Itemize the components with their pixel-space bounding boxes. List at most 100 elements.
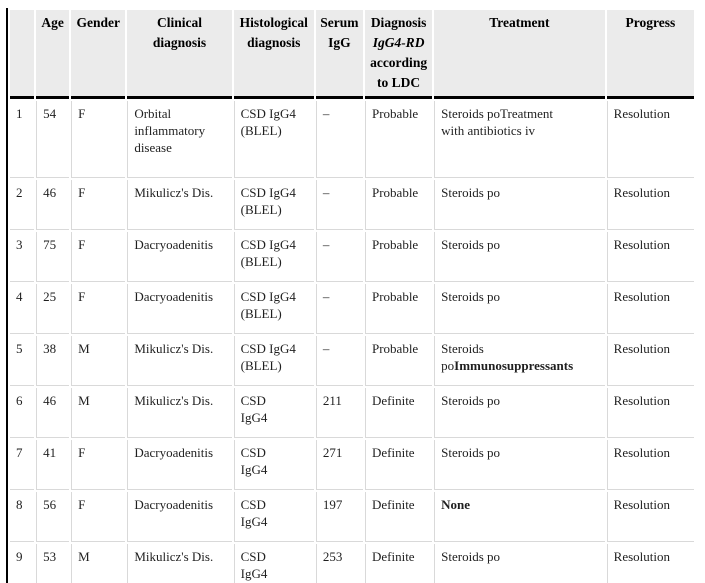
table-row: 7 41 F Dacryoadenitis CSD IgG4 271 Definite Ste… (10, 440, 694, 490)
cell-clinical: Dacryoadenitis (127, 492, 232, 542)
treatment-segment: Steroids po (441, 445, 501, 460)
cell-num: 3 (10, 232, 35, 282)
cell-serum: – (315, 180, 363, 230)
cell-gender: F (71, 180, 126, 230)
cell-serum: 211 (315, 388, 363, 438)
cell-gender: F (71, 284, 126, 334)
table-row: 6 46 M Mikulicz's Dis. CSD IgG4 211 Definite St… (10, 388, 694, 438)
cell-progress: Resolution (606, 101, 694, 178)
cell-histological: CSD IgG4 (233, 440, 314, 490)
table-header-row: Age Gender Clinical diagnosis Histological … (10, 10, 694, 99)
cell-diagnosis: Probable (364, 336, 433, 386)
column-header-clinical: Clinical diagnosis (127, 10, 232, 99)
cell-treatment: Steroids po (434, 440, 605, 490)
cell-age: 25 (36, 284, 70, 334)
cell-serum: 197 (315, 492, 363, 542)
cell-age: 53 (36, 544, 69, 583)
cell-treatment: Steroids po (434, 232, 605, 282)
column-header-histological: Histological diagnosis (233, 10, 314, 99)
treatment-segment: Steroids poTreatment with antibiotics iv (441, 106, 553, 138)
table-row: 4 25 F Dacryoadenitis CSD IgG4 (BLEL) – Probab… (10, 284, 694, 334)
cell-progress: Resolution (606, 388, 694, 438)
cell-age: 75 (36, 232, 70, 282)
column-header-gender: Gender (71, 10, 126, 99)
cell-diagnosis: Probable (364, 180, 433, 230)
cell-gender: M (71, 388, 126, 438)
cell-progress: Resolution (606, 180, 694, 230)
cell-histological: CSD IgG4 (233, 544, 314, 583)
cell-diagnosis: Definite (364, 544, 432, 583)
column-header-progress: Progress (606, 10, 694, 99)
column-header-italic-segment: IgG4-RD (372, 35, 425, 50)
cell-histological: CSD IgG4 (BLEL) (233, 101, 314, 178)
cell-num: 7 (10, 440, 35, 490)
cell-histological: CSD IgG4 (233, 388, 314, 438)
cell-diagnosis: Probable (364, 232, 433, 282)
cell-age: 46 (36, 388, 70, 438)
cell-num: 8 (10, 492, 35, 542)
cell-treatment: Steroids poImmunosuppressants (434, 336, 605, 386)
treatment-segment: Steroids po (441, 237, 501, 252)
cases-table: Age Gender Clinical diagnosis Histological … (6, 8, 696, 583)
table-row: 5 38 M Mikulicz's Dis. CSD IgG4 (BLEL) – Proba… (10, 336, 694, 386)
table-row: 3 75 F Dacryoadenitis CSD IgG4 (BLEL) – Probab… (10, 232, 694, 282)
cell-diagnosis: Definite (364, 440, 433, 490)
cell-treatment: None (434, 492, 605, 542)
cell-treatment: Steroids po (434, 180, 605, 230)
treatment-segment: Steroids po (441, 185, 501, 200)
cell-treatment: Steroids po (434, 544, 605, 583)
cell-histological: CSD IgG4 (BLEL) (233, 284, 314, 334)
cell-clinical: Orbital inflammatory disease (127, 101, 232, 178)
cell-histological: CSD IgG4 (233, 492, 314, 542)
table-row: 9 53 M Mikulicz's Dis. CSD IgG4 253 Definite St… (10, 544, 694, 583)
cell-progress: Resolution (606, 440, 694, 490)
column-header-num (10, 10, 35, 99)
cell-age: 56 (36, 492, 70, 542)
cell-serum: – (315, 284, 363, 334)
cell-num: 9 (10, 544, 34, 583)
cell-clinical: Dacryoadenitis (127, 232, 232, 282)
cell-num: 6 (10, 388, 35, 438)
cell-treatment: Steroids po (434, 284, 605, 334)
table-header: Age Gender Clinical diagnosis Histological … (10, 10, 694, 99)
treatment-segment: Steroids po (441, 393, 501, 408)
cell-histological: CSD IgG4 (BLEL) (233, 180, 314, 230)
cell-diagnosis: Probable (364, 101, 433, 178)
cell-clinical: Mikulicz's Dis. (127, 336, 232, 386)
cell-serum: – (315, 101, 363, 178)
cell-histological: CSD IgG4 (BLEL) (233, 336, 314, 386)
cell-gender: F (71, 232, 126, 282)
column-header-diagnosis: Diagnosis IgG4-RD according to LDC (364, 10, 433, 99)
cell-gender: M (71, 336, 126, 386)
column-header-age: Age (36, 10, 70, 99)
cell-gender: F (71, 492, 126, 542)
cell-treatment: Steroids poTreatment with antibiotics iv (434, 101, 605, 178)
cell-progress: Resolution (606, 492, 694, 542)
cell-num: 1 (10, 101, 35, 178)
cell-clinical: Mikulicz's Dis. (127, 180, 232, 230)
cell-age: 46 (36, 180, 70, 230)
cell-clinical: Mikulicz's Dis. (127, 544, 231, 583)
cell-age: 38 (36, 336, 70, 386)
table-body: 1 54 F Orbital inflammatory disease CSD IgG4… (10, 101, 694, 583)
cell-serum: 271 (315, 440, 363, 490)
table-row: 8 56 F Dacryoadenitis CSD IgG4 197 Definite Non… (10, 492, 694, 542)
treatment-segment: Steroids po (441, 341, 484, 373)
cell-diagnosis: Definite (364, 492, 433, 542)
cell-serum: 253 (315, 544, 363, 583)
cell-treatment: Steroids po (434, 388, 605, 438)
table-row: 1 54 F Orbital inflammatory disease CSD IgG4… (10, 101, 694, 178)
cell-age: 41 (36, 440, 70, 490)
treatment-segment: Steroids po (441, 549, 501, 564)
cell-progress: Resolution (606, 544, 694, 583)
cell-progress: Resolution (606, 232, 694, 282)
cell-serum: – (315, 336, 363, 386)
cell-progress: Resolution (606, 336, 694, 386)
cell-clinical: Mikulicz's Dis. (127, 388, 232, 438)
treatment-segment-bold: None (441, 497, 471, 512)
cell-diagnosis: Probable (364, 284, 433, 334)
cell-gender: M (71, 544, 125, 583)
treatment-segment: Steroids po (441, 289, 501, 304)
cell-progress: Resolution (606, 284, 694, 334)
